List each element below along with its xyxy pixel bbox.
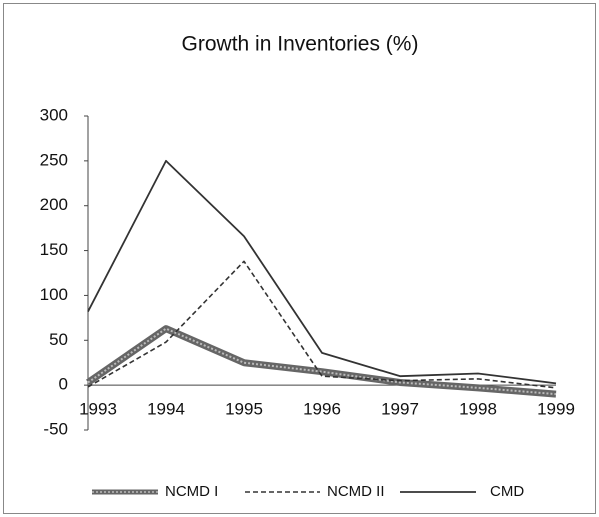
x-tick-label: 1993 — [79, 400, 117, 419]
y-tick-label: 200 — [40, 195, 68, 214]
x-tick-label: 1994 — [147, 400, 185, 419]
legend-label: CMD — [490, 483, 524, 500]
y-tick-label: 300 — [40, 105, 68, 124]
y-tick-label: 100 — [40, 285, 68, 304]
series-line — [87, 159, 557, 385]
chart-border — [3, 3, 596, 514]
series-line — [86, 325, 557, 398]
legend-label: NCMD II — [327, 483, 385, 500]
y-tick-label: 250 — [40, 150, 68, 169]
x-tick-label: 1997 — [381, 400, 419, 419]
series-line-texture — [87, 327, 557, 396]
x-tick-label: 1998 — [459, 400, 497, 419]
legend-label: NCMD I — [165, 483, 218, 500]
x-tick-label: 1996 — [303, 400, 341, 419]
x-tick-label: 1995 — [225, 400, 263, 419]
y-tick-label: -50 — [43, 419, 68, 438]
series-line — [87, 260, 557, 389]
y-tick-label: 0 — [59, 375, 68, 394]
x-tick-label: 1999 — [537, 400, 575, 419]
chart-title: Growth in Inventories (%) — [182, 33, 419, 56]
y-tick-label: 150 — [40, 240, 68, 259]
y-tick-label: 50 — [49, 330, 68, 349]
